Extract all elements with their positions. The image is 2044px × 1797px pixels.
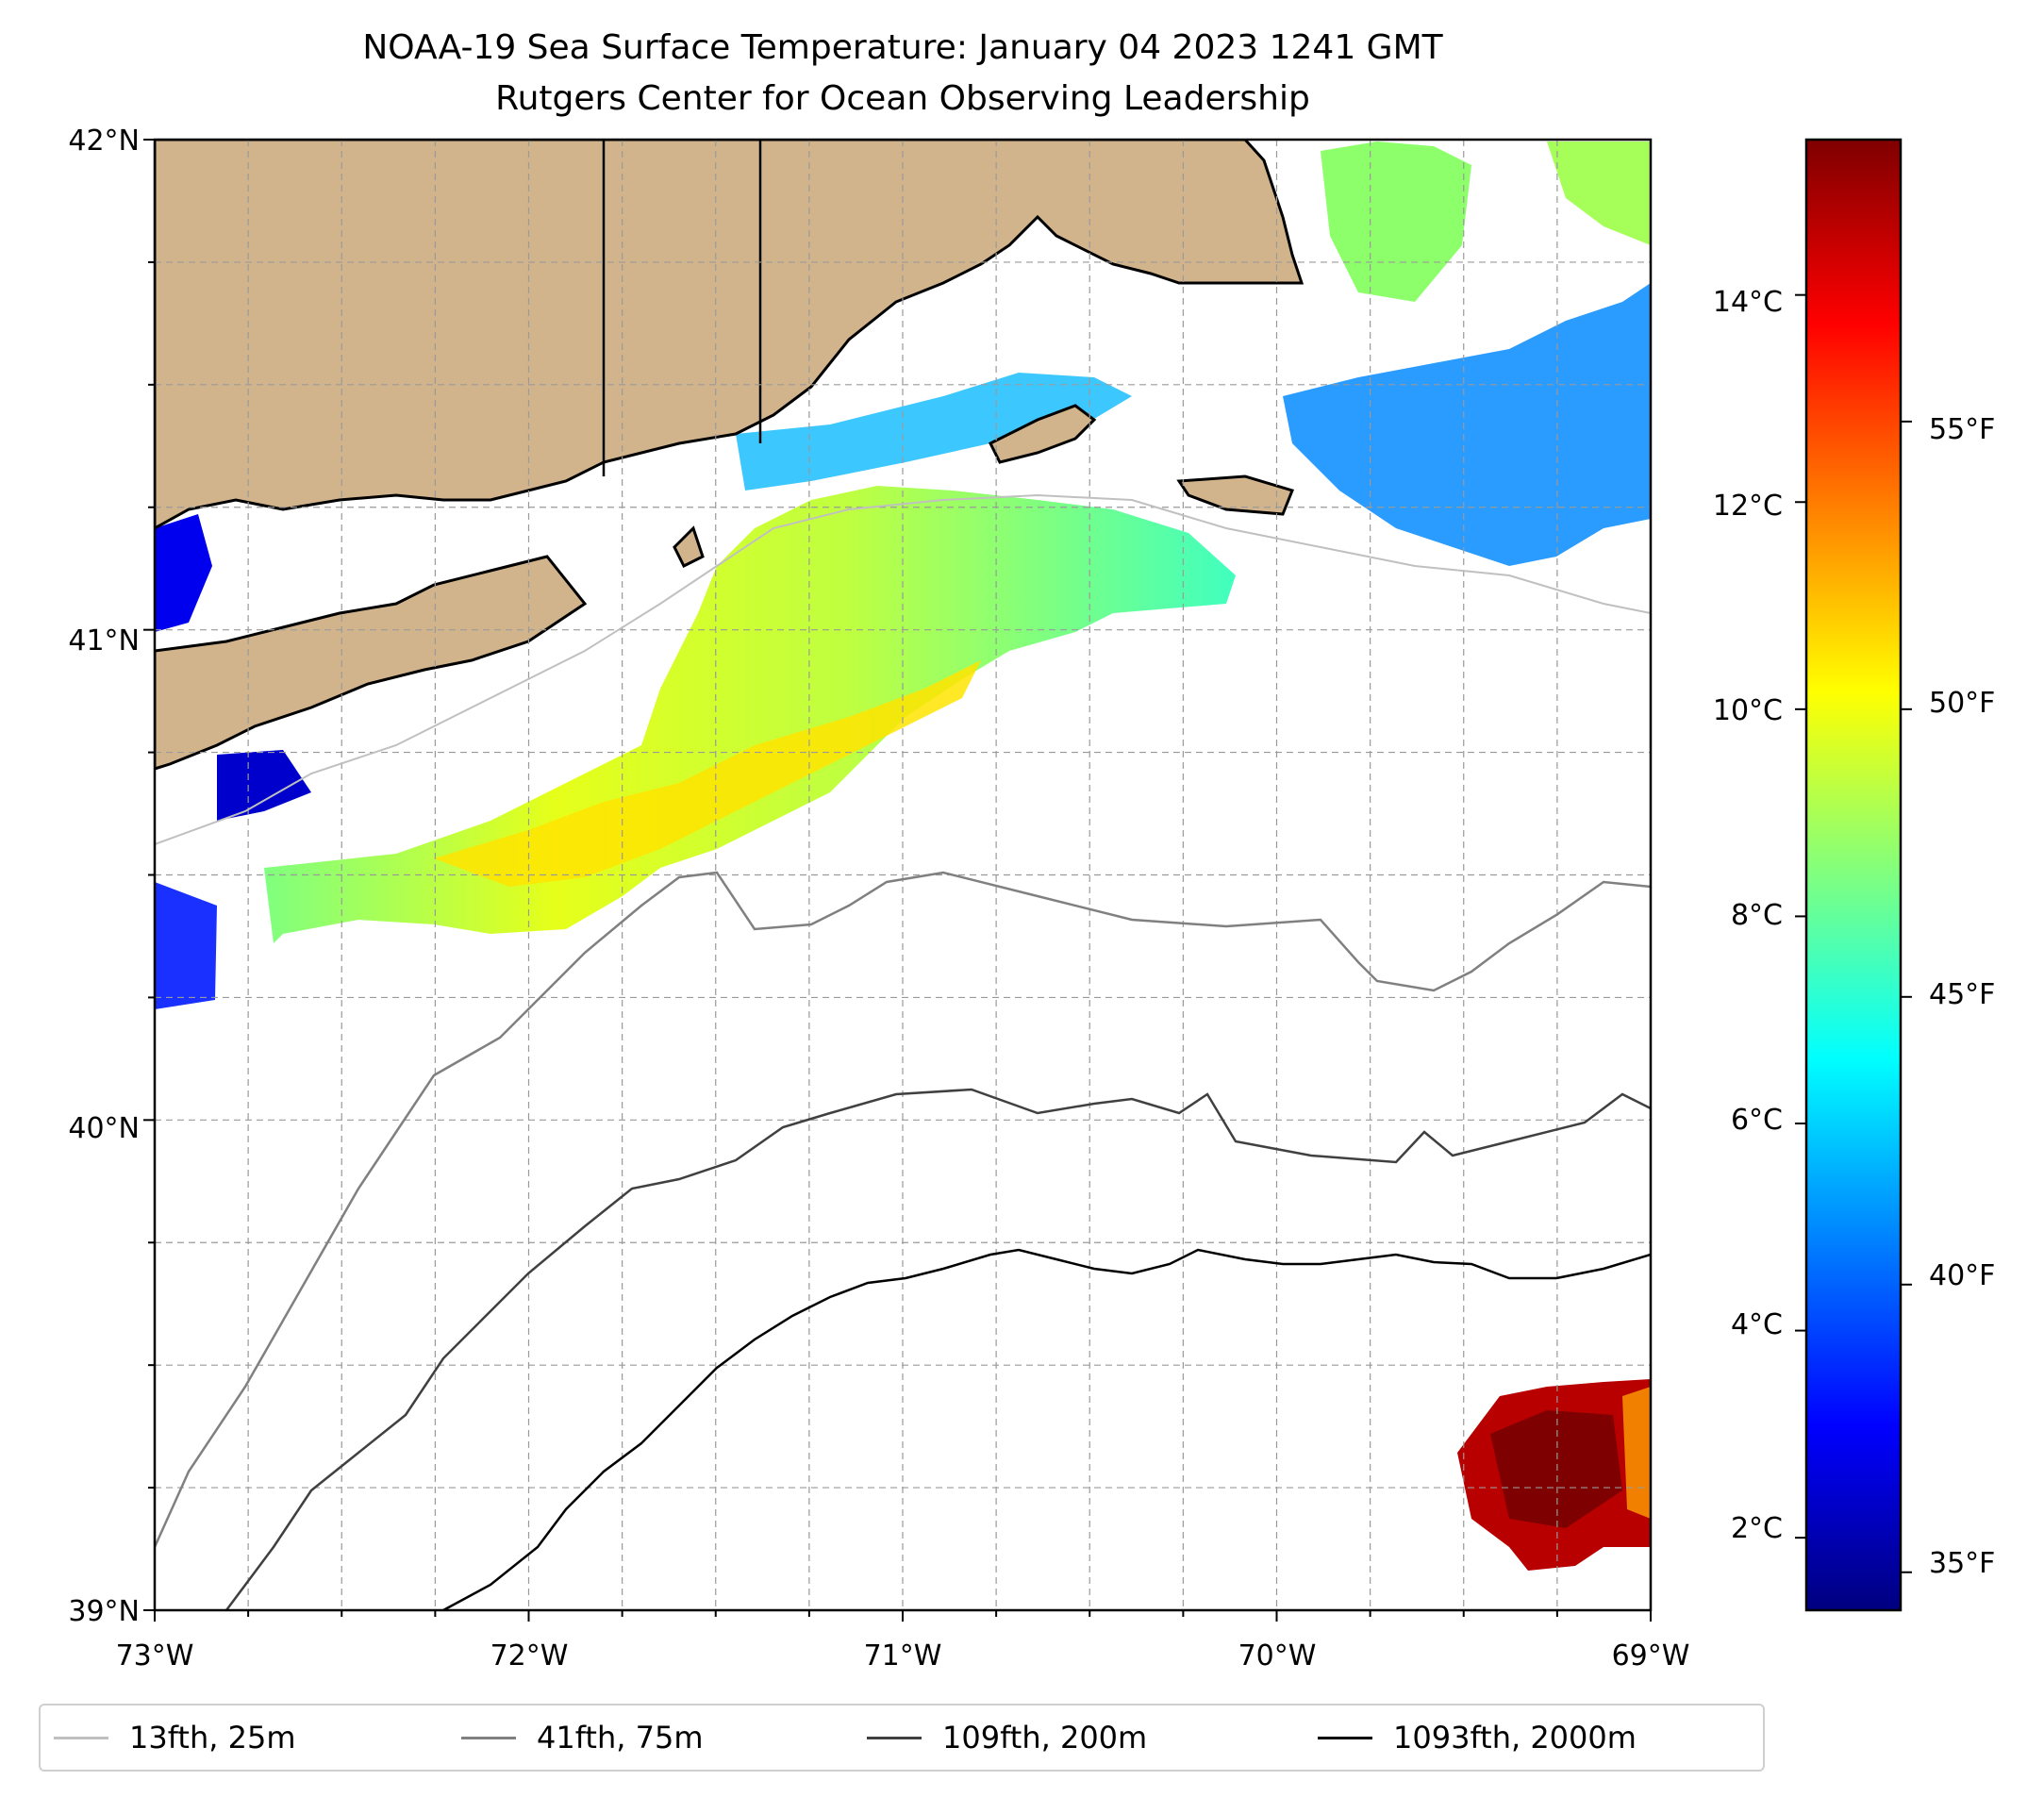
sst-warm-eddy-core (1490, 1410, 1622, 1528)
isobath-75m (155, 871, 1651, 1548)
cb-fahrenheit-55: 55°F (1929, 413, 1995, 446)
lon-tick-73: 73°W (116, 1639, 194, 1672)
lon-tick-71: 71°W (864, 1639, 942, 1672)
land (155, 140, 1305, 771)
cb-fahrenheit-35: 35°F (1929, 1547, 1995, 1580)
block-island (673, 525, 705, 569)
lon-tick-69: 69°W (1612, 1639, 1690, 1672)
legend-item-75m: 41fth, 75m (461, 1719, 703, 1756)
legend-swatch-75m (461, 1736, 516, 1739)
axis-ticks (143, 139, 1652, 1622)
marthas-vineyard (988, 404, 1097, 464)
state-boundaries (602, 140, 762, 476)
isobath-200m (224, 1088, 1651, 1610)
chart-title: NOAA-19 Sea Surface Temperature: January… (362, 28, 1443, 67)
nantucket (1176, 474, 1295, 516)
cb-fahrenheit-50: 50°F (1929, 687, 1995, 720)
chart-subtitle: Rutgers Center for Ocean Observing Leade… (495, 79, 1310, 118)
lon-tick-70: 70°W (1238, 1639, 1317, 1672)
lon-tick-72: 72°W (490, 1639, 569, 1672)
legend-swatch-2000m (1318, 1736, 1372, 1739)
cb-fahrenheit-40: 40°F (1929, 1259, 1995, 1292)
graticule (155, 140, 1651, 1610)
sst-west-cold2 (155, 882, 217, 1009)
long-island (155, 555, 588, 771)
sst-li-cold (217, 750, 311, 821)
isobaths (155, 493, 1651, 1610)
cb-celsius-10: 10°C (1713, 694, 1783, 727)
lat-tick-42: 42°N (68, 125, 140, 158)
isobath-2000m (442, 1248, 1651, 1610)
sst-warm-core (434, 660, 981, 887)
sst-ne-patch (1283, 283, 1651, 566)
legend-swatch-25m (54, 1736, 108, 1739)
lat-tick-40: 40°N (68, 1112, 140, 1145)
cb-celsius-2: 2°C (1731, 1512, 1783, 1545)
colorbar (1804, 138, 1903, 1612)
sst-warm-eddy-edge (1622, 1387, 1651, 1519)
lat-tick-41: 41°N (68, 624, 140, 657)
cb-celsius-14: 14°C (1713, 286, 1783, 319)
legend-label-200m: 109fth, 200m (942, 1720, 1148, 1755)
sst-west-cold (155, 514, 212, 632)
cb-celsius-8: 8°C (1731, 899, 1783, 932)
legend-label-25m: 13fth, 25m (129, 1720, 296, 1755)
sst-ne-corner (1547, 141, 1651, 245)
isobath-25m (155, 493, 1651, 845)
legend-label-75m: 41fth, 75m (537, 1720, 704, 1755)
new-england-coast (155, 140, 1305, 530)
colorbar-ticks (1795, 293, 1912, 1573)
cb-celsius-4: 4°C (1731, 1308, 1783, 1341)
sst-main-plume (264, 486, 1236, 943)
legend-swatch-200m (867, 1736, 922, 1739)
legend-item-200m: 109fth, 200m (867, 1719, 1147, 1756)
legend-item-25m: 13fth, 25m (54, 1719, 295, 1756)
sst-sound-patch (736, 373, 1132, 491)
isobath-legend: 13fth, 25m 41fth, 75m 109fth, 200m 1093f… (39, 1704, 1765, 1772)
legend-label-2000m: 1093fth, 2000m (1393, 1720, 1637, 1755)
cb-celsius-6: 6°C (1731, 1104, 1783, 1137)
cb-fahrenheit-45: 45°F (1929, 978, 1995, 1011)
legend-item-2000m: 1093fth, 2000m (1318, 1719, 1637, 1756)
sst-ne-top (1321, 141, 1471, 302)
cb-celsius-12: 12°C (1713, 490, 1783, 523)
sst-map (155, 140, 1651, 1610)
lat-tick-39: 39°N (68, 1595, 140, 1628)
